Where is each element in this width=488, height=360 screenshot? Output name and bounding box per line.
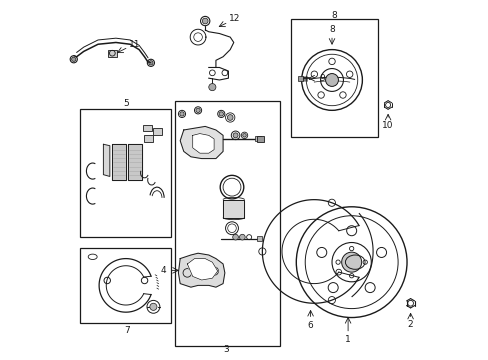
Circle shape [219,112,223,116]
Polygon shape [178,253,224,287]
Circle shape [149,303,157,310]
Text: 6: 6 [307,321,313,330]
Circle shape [227,114,233,120]
Text: 1: 1 [345,335,350,344]
Text: 7: 7 [123,325,129,334]
Circle shape [180,112,184,116]
Text: 10: 10 [382,121,393,130]
Text: 4: 4 [160,266,165,275]
Circle shape [239,234,244,240]
Polygon shape [112,144,125,180]
Polygon shape [192,134,214,153]
Bar [290,19,378,137]
Polygon shape [223,200,244,217]
Polygon shape [103,144,110,176]
Text: 8: 8 [328,26,334,35]
Circle shape [242,134,246,137]
Circle shape [325,73,338,86]
Text: 3: 3 [224,345,229,354]
Text: 12: 12 [229,14,240,23]
Bar [153,128,162,135]
Bar [255,136,260,141]
Circle shape [233,133,238,138]
Circle shape [196,108,200,112]
Polygon shape [180,126,223,158]
Polygon shape [187,258,217,280]
Circle shape [202,18,207,24]
Bar [80,248,171,323]
Text: 8: 8 [330,11,336,20]
Bar [257,136,264,142]
Bar [175,102,280,346]
Polygon shape [128,144,142,180]
Bar [80,109,171,237]
Text: 2: 2 [407,320,412,329]
Text: 5: 5 [123,99,129,108]
Bar [257,237,261,242]
Text: 11: 11 [129,40,140,49]
Circle shape [208,84,216,91]
Bar [298,76,302,81]
Bar [108,50,116,57]
Bar [144,135,153,142]
Bar [142,125,151,131]
Circle shape [341,252,361,272]
Circle shape [71,57,76,62]
Text: 9: 9 [319,74,324,83]
Circle shape [148,61,153,65]
Circle shape [232,234,238,240]
